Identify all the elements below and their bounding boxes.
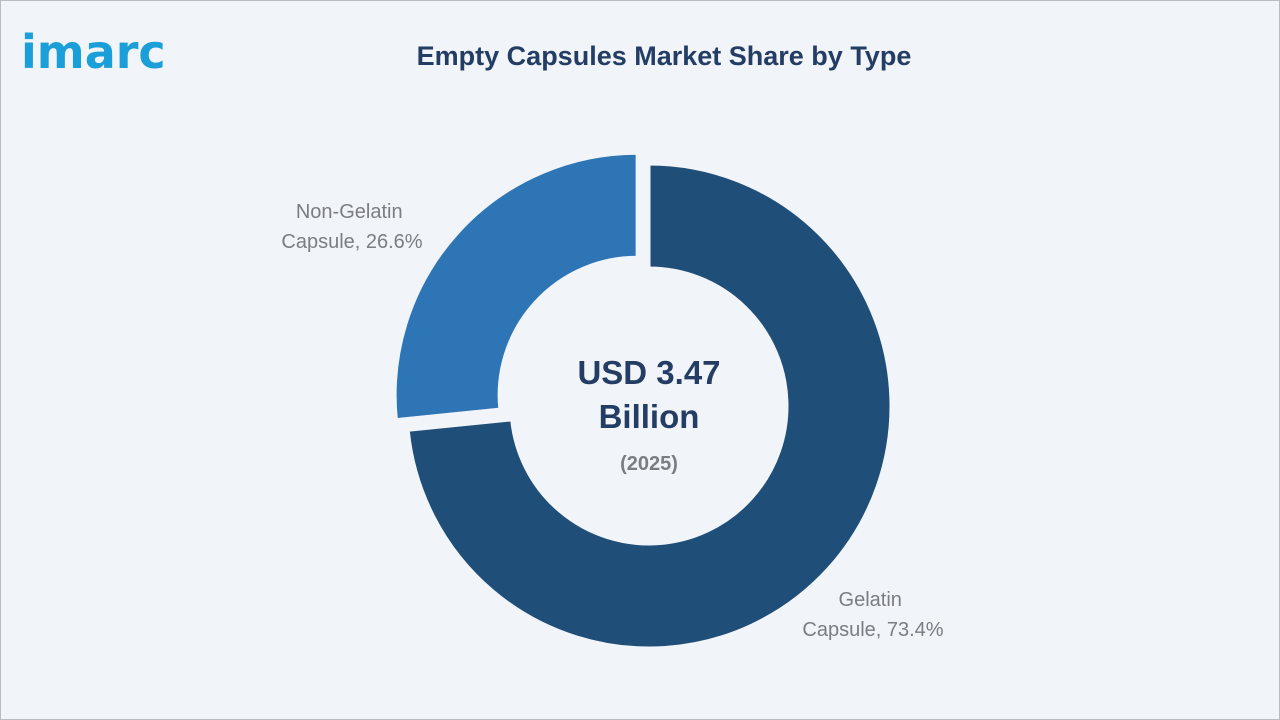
slice-label-non-gelatin-line2: Capsule, 26.6% — [281, 231, 422, 253]
donut-slices — [393, 151, 893, 650]
slice-label-non-gelatin-line1: Non-Gelatin — [296, 201, 403, 223]
slice-label-non-gelatin: Non-Gelatin Capsule, 26.6% — [281, 201, 422, 253]
imarc-logo: imarc — [21, 25, 166, 79]
donut-slice-non-gelatin-capsule — [393, 151, 639, 422]
chart-title: Empty Capsules Market Share by Type — [416, 41, 912, 71]
center-year: (2025) — [620, 453, 678, 475]
donut-slice-gelatin-capsule — [406, 162, 893, 650]
center-value-line1: USD 3.47 — [577, 354, 720, 391]
slice-label-gelatin: Gelatin Capsule, 73.4% — [802, 589, 943, 641]
slice-label-gelatin-line1: Gelatin — [839, 589, 902, 611]
slice-label-gelatin-line2: Capsule, 73.4% — [802, 619, 943, 641]
center-value-line2: Billion — [599, 398, 700, 435]
